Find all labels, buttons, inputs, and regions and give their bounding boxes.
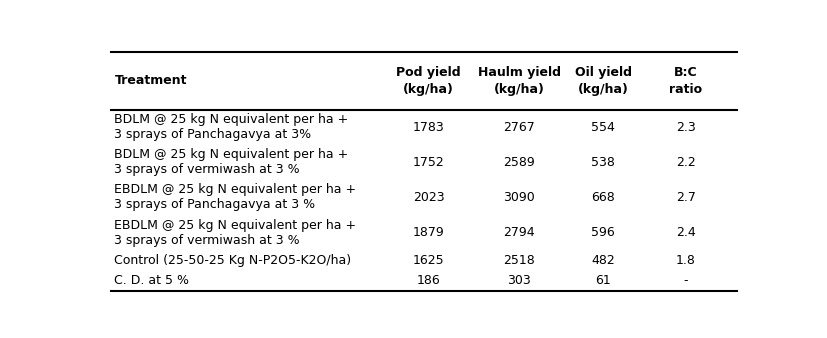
Text: 303: 303 [506,274,530,287]
Text: 186: 186 [416,274,440,287]
Text: 482: 482 [590,254,614,267]
Text: 3090: 3090 [503,191,534,204]
Text: -: - [683,274,687,287]
Text: 61: 61 [595,274,610,287]
Text: Control (25-50-25 Kg N-P2O5-K2O/ha): Control (25-50-25 Kg N-P2O5-K2O/ha) [114,254,351,267]
Text: Pod yield
(kg/ha): Pod yield (kg/ha) [396,66,461,96]
Text: 1783: 1783 [412,121,444,134]
Text: 2518: 2518 [503,254,534,267]
Text: 596: 596 [590,226,614,239]
Text: B:C
ratio: B:C ratio [668,66,701,96]
Text: 1625: 1625 [412,254,444,267]
Text: 1879: 1879 [412,226,444,239]
Text: 2.4: 2.4 [675,226,695,239]
Text: 2.7: 2.7 [675,191,695,204]
Text: Oil yield
(kg/ha): Oil yield (kg/ha) [574,66,631,96]
Text: Treatment: Treatment [114,74,187,88]
Text: EBDLM @ 25 kg N equivalent per ha +
3 sprays of vermiwash at 3 %: EBDLM @ 25 kg N equivalent per ha + 3 sp… [114,218,356,246]
Text: EBDLM @ 25 kg N equivalent per ha +
3 sprays of Panchagavya at 3 %: EBDLM @ 25 kg N equivalent per ha + 3 sp… [114,184,356,211]
Text: 538: 538 [590,156,614,169]
Text: 554: 554 [590,121,614,134]
Text: 2.2: 2.2 [675,156,695,169]
Text: 2023: 2023 [412,191,444,204]
Text: 2589: 2589 [503,156,534,169]
Text: BDLM @ 25 kg N equivalent per ha +
3 sprays of vermiwash at 3 %: BDLM @ 25 kg N equivalent per ha + 3 spr… [114,148,348,176]
Text: 668: 668 [590,191,614,204]
Text: BDLM @ 25 kg N equivalent per ha +
3 sprays of Panchagavya at 3%: BDLM @ 25 kg N equivalent per ha + 3 spr… [114,113,348,141]
Text: 2.3: 2.3 [675,121,695,134]
Text: 1752: 1752 [412,156,444,169]
Text: 1.8: 1.8 [675,254,695,267]
Text: C. D. at 5 %: C. D. at 5 % [114,274,189,287]
Text: 2767: 2767 [503,121,534,134]
Text: 2794: 2794 [503,226,534,239]
Text: Haulm yield
(kg/ha): Haulm yield (kg/ha) [477,66,560,96]
